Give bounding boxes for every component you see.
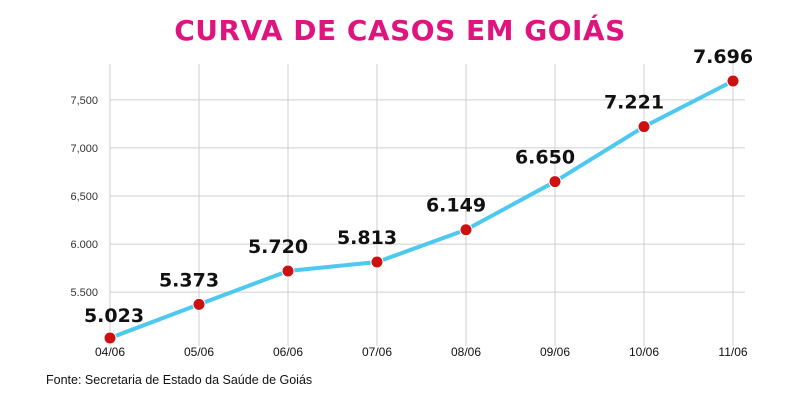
data-point xyxy=(103,331,117,345)
data-point xyxy=(192,297,206,311)
value-label: 6.149 xyxy=(426,195,486,217)
series-line-path xyxy=(108,79,735,340)
y-tick-label: 6.000 xyxy=(70,239,98,251)
y-tick-label: 6,500 xyxy=(70,191,98,203)
chart-title: CURVA DE CASOS EM GOIÁS xyxy=(174,14,626,47)
value-label: 5.813 xyxy=(337,227,397,249)
source-note: Fonte: Secretaria de Estado da Saúde de … xyxy=(46,373,313,387)
x-tick-label: 10/06 xyxy=(629,345,659,359)
value-label: 7.221 xyxy=(604,92,664,114)
y-axis-ticks: 5.500 6.000 6,500 7,000 7,500 xyxy=(70,95,98,299)
data-point xyxy=(548,175,562,189)
data-point xyxy=(726,74,740,88)
x-tick-label: 04/06 xyxy=(95,345,125,359)
series-line xyxy=(108,79,735,340)
data-point xyxy=(637,120,651,134)
y-tick-label: 5.500 xyxy=(70,287,98,299)
y-tick-label: 7,000 xyxy=(70,143,98,155)
data-point xyxy=(370,255,384,269)
value-labels: 5.023 5.373 5.720 5.813 6.149 6.650 7.221 7.696 xyxy=(84,46,753,327)
x-tick-label: 08/06 xyxy=(451,345,481,359)
value-label: 5.373 xyxy=(159,269,219,291)
x-tick-label: 06/06 xyxy=(273,345,303,359)
x-tick-label: 11/06 xyxy=(718,345,747,359)
x-tick-label: 09/06 xyxy=(540,345,570,359)
value-label: 7.696 xyxy=(693,46,753,68)
x-tick-label: 05/06 xyxy=(184,345,214,359)
value-label: 5.023 xyxy=(84,305,144,327)
x-tick-label: 07/06 xyxy=(362,345,392,359)
value-label: 5.720 xyxy=(248,236,308,258)
x-axis-ticks: 04/06 05/06 06/06 07/06 08/06 09/06 10/06 11/06 xyxy=(95,345,748,359)
data-point xyxy=(281,264,295,278)
data-point xyxy=(459,223,473,237)
value-label: 6.650 xyxy=(515,147,575,169)
data-points xyxy=(103,74,740,345)
y-tick-label: 7,500 xyxy=(70,95,98,107)
